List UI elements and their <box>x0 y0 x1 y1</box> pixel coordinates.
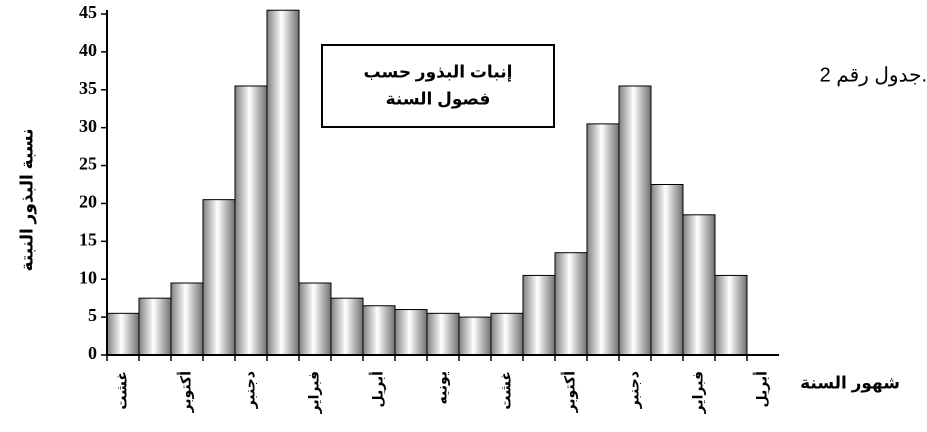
x-tick-label: غشت <box>498 371 514 410</box>
bar <box>490 312 524 356</box>
y-tick-label: 5 <box>88 305 97 325</box>
x-tick-label: دجنبر <box>626 371 643 409</box>
y-tick-label: 10 <box>79 267 97 287</box>
bar <box>714 274 748 356</box>
bar <box>554 252 588 356</box>
chart-title: فصول السنة <box>386 89 491 109</box>
x-tick-label: غشت <box>114 371 130 410</box>
y-tick-label: 30 <box>79 116 97 136</box>
x-tick-label: يونيه <box>434 371 451 405</box>
caption: جدول رقم 2. <box>820 64 927 86</box>
bar <box>362 305 396 356</box>
y-tick-label: 0 <box>88 343 97 363</box>
x-tick-label: أكتوبر <box>177 371 195 413</box>
bar <box>426 312 460 356</box>
bar <box>618 85 652 356</box>
x-tick-label: فبراير <box>306 371 323 414</box>
x-axis-label: شهور السنة <box>800 373 900 393</box>
bar <box>202 199 236 356</box>
y-tick-label: 40 <box>79 40 97 60</box>
bar <box>266 9 300 356</box>
y-tick-label: 25 <box>79 154 97 174</box>
bar <box>522 274 556 356</box>
y-tick-label: 45 <box>79 2 97 22</box>
y-axis-label: نسبة البذور النبتة <box>17 128 37 271</box>
bar <box>234 85 268 356</box>
x-tick-label: أبريل <box>369 371 387 408</box>
bar <box>138 297 172 356</box>
bar <box>458 316 492 356</box>
bar <box>106 312 140 356</box>
bar <box>170 282 204 356</box>
bar <box>394 309 428 356</box>
chart-title: إنبات البذور حسب <box>364 62 513 82</box>
y-tick-label: 15 <box>79 229 97 249</box>
bar <box>298 282 332 356</box>
title-box <box>321 44 555 128</box>
bar <box>650 184 684 356</box>
x-tick-label: فبراير <box>690 371 707 414</box>
bar <box>330 297 364 356</box>
bar <box>586 123 620 356</box>
x-tick-label: دجنبر <box>242 371 259 409</box>
y-tick-label: 35 <box>79 78 97 98</box>
x-tick-label: أكتوبر <box>561 371 579 413</box>
bar <box>682 214 716 356</box>
y-tick-label: 20 <box>79 192 97 212</box>
x-tick-label: أبريل <box>753 371 771 408</box>
